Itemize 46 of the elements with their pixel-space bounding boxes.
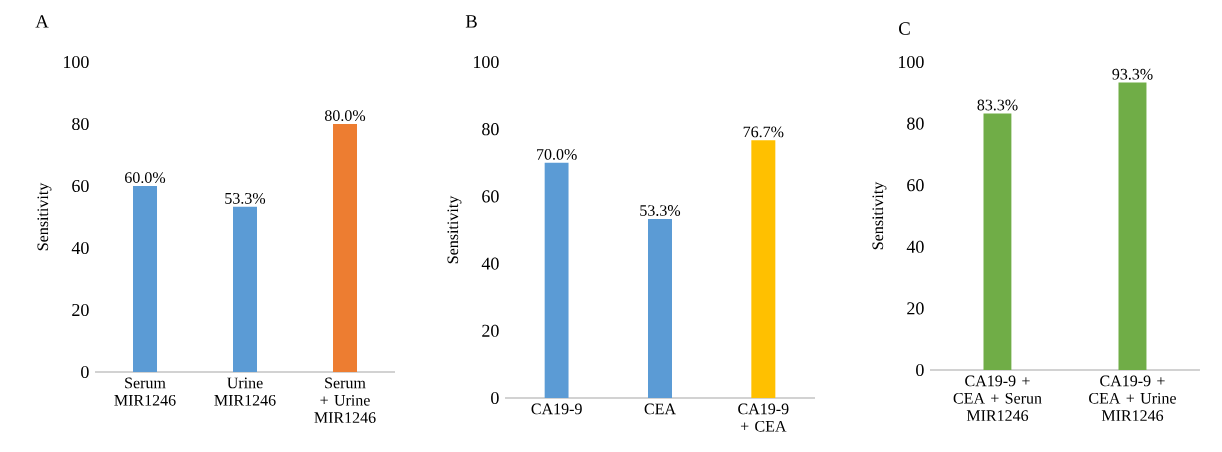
y-tick-label: 0 bbox=[916, 363, 924, 377]
y-tick-label: 60 bbox=[482, 190, 499, 203]
y-tick-label: 100 bbox=[64, 55, 89, 69]
y-tick-label: 20 bbox=[72, 303, 89, 317]
bar bbox=[544, 162, 569, 398]
x-tick-label: CEA bbox=[644, 403, 676, 415]
y-tick-label: 20 bbox=[482, 324, 499, 337]
x-tick-label: CA19-9 + CEA + Urine MIR1246 bbox=[1089, 375, 1176, 421]
data-label: 53.3% bbox=[640, 205, 681, 216]
y-tick-label: 100 bbox=[473, 55, 499, 69]
bar bbox=[751, 140, 776, 398]
x-tick-label: Serum MIR1246 bbox=[114, 377, 176, 406]
y-tick-label: 20 bbox=[907, 302, 924, 315]
y-axis-title: Sensitivity bbox=[872, 181, 887, 250]
chart-title: A bbox=[35, 15, 49, 28]
x-tick-label: Serum + Urine MIR1246 bbox=[314, 377, 376, 423]
y-axis-title: Sensitivity bbox=[447, 195, 462, 264]
x-tick-label: CA19-9 + CEA bbox=[738, 403, 789, 432]
data-label: 76.7% bbox=[743, 126, 784, 138]
bar bbox=[233, 206, 258, 372]
data-label: 93.3% bbox=[1112, 68, 1153, 80]
chart-title: C bbox=[899, 22, 910, 35]
bar bbox=[648, 218, 672, 398]
y-tick-label: 80 bbox=[907, 117, 924, 130]
x-tick-label: CA19-9 bbox=[531, 403, 582, 415]
data-label: 70.0% bbox=[537, 148, 577, 160]
bar bbox=[133, 185, 158, 372]
data-label: 83.3% bbox=[977, 99, 1018, 111]
y-axis-title: Sensitivity bbox=[37, 182, 52, 251]
y-tick-label: 0 bbox=[491, 391, 499, 405]
y-tick-label: 0 bbox=[81, 365, 89, 379]
y-tick-label: 100 bbox=[898, 55, 924, 69]
x-tick-label: Urine MIR1246 bbox=[214, 377, 276, 406]
y-tick-label: 40 bbox=[481, 257, 499, 270]
chart-title: B bbox=[465, 15, 477, 28]
data-label: 80.0% bbox=[324, 110, 366, 122]
data-label: 60.0% bbox=[125, 172, 166, 184]
data-label: 53.3% bbox=[225, 192, 266, 204]
y-tick-label: 80 bbox=[72, 117, 89, 131]
y-tick-label: 40 bbox=[906, 240, 924, 253]
y-tick-label: 60 bbox=[72, 179, 89, 193]
y-tick-label: 40 bbox=[71, 241, 89, 255]
bar bbox=[333, 123, 358, 372]
y-tick-label: 60 bbox=[907, 179, 924, 192]
x-tick-label: CA19-9 + CEA + Serun MIR1246 bbox=[953, 375, 1042, 421]
y-tick-label: 80 bbox=[482, 123, 499, 136]
